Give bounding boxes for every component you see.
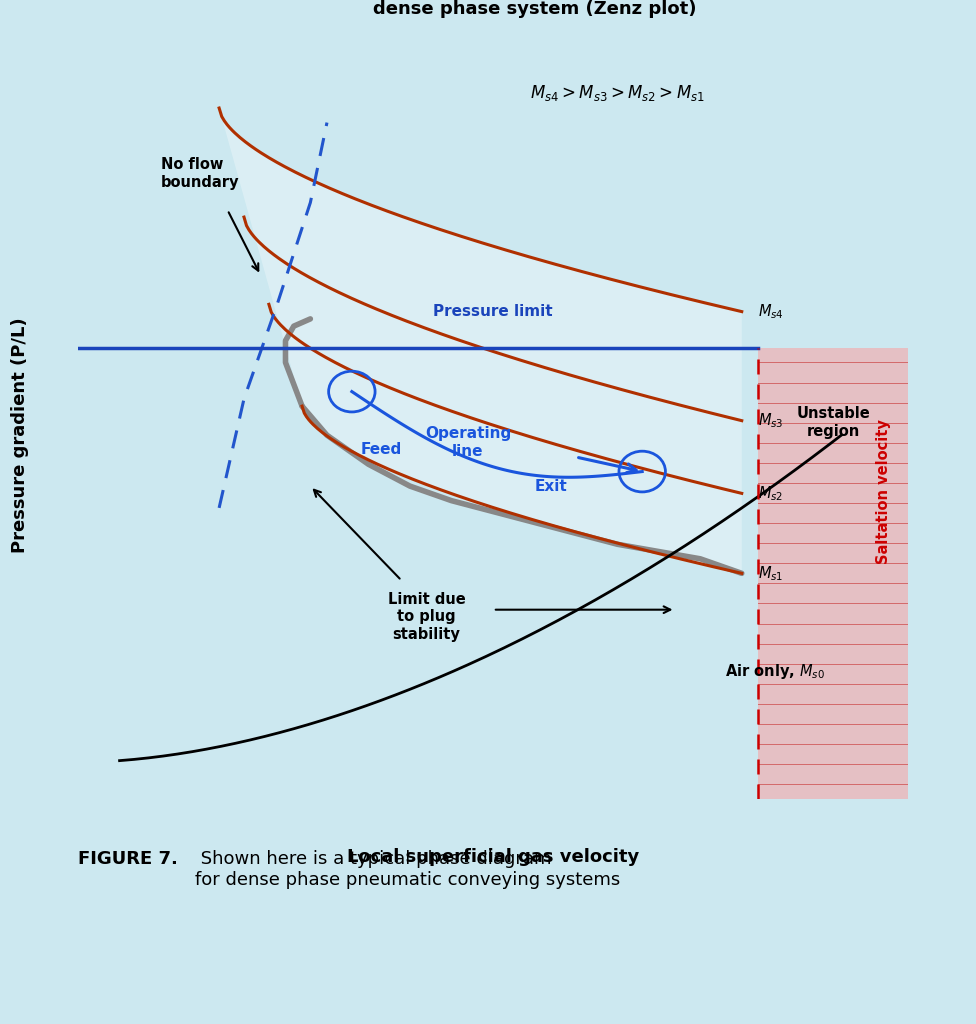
- Text: Typical conveying characteristics of a
dense phase system (Zenz plot): Typical conveying characteristics of a d…: [345, 0, 724, 18]
- Text: No flow
boundary: No flow boundary: [161, 158, 239, 189]
- Text: Operating
line: Operating line: [425, 426, 511, 459]
- Text: Pressure limit: Pressure limit: [433, 304, 552, 318]
- Polygon shape: [219, 109, 742, 573]
- Text: FIGURE 7.: FIGURE 7.: [78, 850, 178, 868]
- Text: $M_{s3}$: $M_{s3}$: [758, 412, 784, 430]
- Text: Shown here is a typical phase diagram
for dense phase pneumatic conveying system: Shown here is a typical phase diagram fo…: [195, 850, 621, 889]
- Text: Pressure gradient (P/L): Pressure gradient (P/L): [11, 317, 29, 553]
- Text: Local superficial gas velocity: Local superficial gas velocity: [346, 848, 639, 866]
- Text: Exit: Exit: [535, 478, 568, 494]
- Bar: [758, 348, 908, 799]
- Text: $M_{s1}$: $M_{s1}$: [758, 564, 784, 583]
- Text: $M_{s4} > M_{s3} > M_{s2} > M_{s1}$: $M_{s4} > M_{s3} > M_{s2} > M_{s1}$: [530, 84, 705, 103]
- Text: Limit due
to plug
stability: Limit due to plug stability: [387, 592, 466, 642]
- Text: $M_{s4}$: $M_{s4}$: [758, 302, 784, 321]
- Text: Air only, $M_{s0}$: Air only, $M_{s0}$: [725, 662, 825, 681]
- Text: Feed: Feed: [360, 442, 401, 458]
- Text: $M_{s2}$: $M_{s2}$: [758, 484, 784, 503]
- Text: Unstable
region: Unstable region: [796, 407, 870, 438]
- Text: Saltation velocity: Saltation velocity: [875, 419, 891, 564]
